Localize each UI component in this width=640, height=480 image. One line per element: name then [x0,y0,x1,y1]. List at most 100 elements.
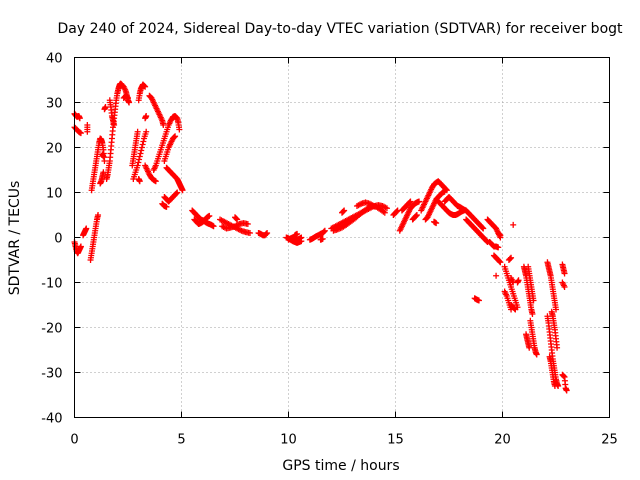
data-point [341,207,348,214]
x-tick-label: 25 [601,433,618,448]
data-point [137,150,144,157]
data-point [554,344,561,351]
data-point [176,126,183,133]
data-point [406,199,413,206]
data-point [496,231,503,238]
data-point [553,306,559,313]
axis-ticks: 0 5 10 15 20 25 -40 -30 -20 -10 0 10 20 30 40 [41,52,618,448]
data-point [83,225,90,232]
data-point [413,212,420,218]
y-tick-label: 0 [54,232,62,247]
data-point [480,225,487,232]
data-point [206,212,213,219]
x-axis-label: GPS time / hours [282,458,399,474]
data-point [234,216,241,223]
data-point [294,230,301,237]
data-point [139,141,146,148]
data-point [563,387,570,394]
y-tick-label: -20 [41,322,62,337]
data-point [475,297,482,304]
data-point [529,311,536,317]
data-point [264,230,271,236]
data-point [163,203,170,210]
data-point [143,128,150,135]
grid [74,57,610,418]
data-point [530,297,537,304]
data-point [102,104,109,110]
data-point [561,284,568,290]
data-point [407,198,414,205]
data-point [141,83,148,89]
data-point [416,198,423,205]
data-point [298,234,305,241]
y-tick-label: -30 [41,367,62,382]
data-point [441,188,448,195]
data-point [138,144,145,151]
data-point [84,128,91,135]
data-point [142,83,149,90]
x-tick-label: 5 [177,433,185,448]
data-point [135,159,142,166]
data-point [526,344,533,351]
data-point [507,255,514,262]
data-point [179,187,186,194]
data-point [111,122,118,128]
data-point [140,138,147,145]
y-axis-label: SDTVAR / TECUs [7,181,23,296]
data-point [233,215,240,222]
x-tick-label: 20 [494,433,511,448]
data-point [561,270,568,277]
data-point [560,373,567,380]
data-point [510,221,517,228]
data-point [152,178,159,185]
data-point [263,230,270,237]
data-point [138,147,145,154]
data-point [321,228,328,235]
y-tick-label: 40 [46,52,63,67]
data-point [551,383,558,389]
data-point [174,189,181,196]
data-point [101,158,108,164]
data-point [515,277,522,284]
data-point [134,162,141,169]
data-point [512,306,519,313]
data-point [244,221,251,227]
data-point [134,128,141,135]
data-point [136,178,143,185]
x-tick-label: 10 [280,433,297,448]
data-point [413,212,420,219]
data-point [171,134,178,140]
x-tick-label: 0 [70,433,78,448]
data-point [100,153,107,160]
data-point [433,220,440,227]
y-tick-label: 20 [46,142,63,157]
data-point [508,254,515,261]
data-point [479,224,486,231]
data-point [95,212,102,218]
data-point [126,99,133,106]
data-point [371,203,378,209]
data-point [210,223,217,230]
data-point [172,133,179,140]
data-point [77,130,84,137]
chart-title: Day 240 of 2024, Sidereal Day-to-day VTE… [57,21,623,37]
data-point [497,259,504,266]
data-point [321,227,328,234]
data-point [124,94,131,101]
data-point [160,122,167,128]
data-point [511,305,518,312]
y-tick-label: -40 [41,412,62,427]
data-point [381,209,388,216]
data-point [497,232,504,239]
data-point [340,208,347,215]
data-point [496,258,503,265]
data-point [246,230,253,236]
data-point [495,244,502,251]
data-series [71,80,570,394]
y-tick-label: -10 [41,277,62,292]
data-point [533,351,540,358]
data-point [143,113,150,119]
data-point [76,115,83,122]
data-point [173,190,180,197]
